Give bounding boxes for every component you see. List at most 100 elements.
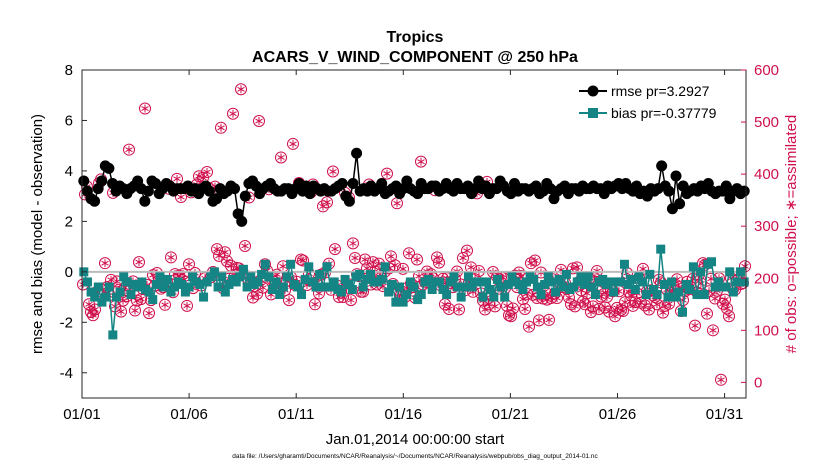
obs-assimilated-marker bbox=[113, 278, 121, 284]
obs-assimilated-marker bbox=[709, 327, 717, 333]
bias-point bbox=[623, 279, 633, 289]
rmse-point bbox=[203, 185, 215, 197]
bias-series bbox=[79, 244, 749, 340]
bias-point bbox=[231, 277, 241, 287]
y-axis-label: rmse and bias (model - observation) bbox=[29, 114, 46, 354]
obs-possible-marker bbox=[139, 102, 151, 115]
obs-possible-marker bbox=[247, 291, 259, 304]
bias-point bbox=[340, 274, 350, 284]
bias-point bbox=[162, 274, 172, 284]
rmse-point bbox=[89, 195, 101, 207]
obs-assimilated-marker bbox=[329, 169, 337, 174]
obs-assimilated-marker bbox=[621, 299, 629, 305]
rmse-series bbox=[78, 147, 750, 227]
y-right-tick-label: 300 bbox=[754, 218, 779, 235]
bias-point bbox=[275, 290, 285, 300]
bias-point bbox=[206, 272, 216, 282]
bias-point bbox=[246, 272, 256, 282]
obs-possible-marker bbox=[159, 298, 171, 311]
bias-point bbox=[93, 282, 103, 292]
obs-possible-marker bbox=[133, 256, 145, 269]
obs-assimilated-marker bbox=[519, 296, 527, 302]
y-right-tick-label: 100 bbox=[754, 322, 779, 339]
y-axis-right-label: # of obs: o=possible; ∗=assimilated bbox=[783, 115, 800, 354]
rmse-point bbox=[674, 198, 686, 210]
obs-assimilated-marker bbox=[717, 377, 725, 383]
obs-assimilated-marker bbox=[347, 297, 355, 303]
bias-point bbox=[438, 285, 448, 295]
obs-possible-marker bbox=[143, 307, 155, 320]
bias-point bbox=[424, 274, 434, 284]
bias-point bbox=[257, 269, 267, 279]
bias-point bbox=[463, 272, 473, 282]
x-tick-label: 01/26 bbox=[599, 406, 637, 423]
bias-point bbox=[678, 307, 688, 317]
bias-point bbox=[90, 292, 100, 302]
obs-assimilated-marker bbox=[507, 313, 515, 319]
bias-point bbox=[329, 277, 339, 287]
rmse-point bbox=[78, 175, 90, 187]
bias-point bbox=[648, 285, 658, 295]
obs-possible-marker bbox=[89, 303, 101, 316]
rmse-point bbox=[376, 178, 388, 190]
bias-point bbox=[362, 274, 372, 284]
bias-point bbox=[536, 290, 546, 300]
bias-point bbox=[445, 277, 455, 287]
bias-point bbox=[554, 274, 564, 284]
bias-point bbox=[315, 269, 325, 279]
obs-assimilated-marker bbox=[545, 317, 553, 323]
bias-point bbox=[460, 282, 470, 292]
obs-assimilated-marker bbox=[273, 272, 281, 278]
obs-possible-marker bbox=[523, 320, 535, 333]
bias-point bbox=[184, 282, 194, 292]
bias-point bbox=[199, 292, 209, 302]
obs-possible-marker bbox=[529, 254, 541, 267]
obs-assimilated-marker bbox=[199, 175, 207, 181]
obs-assimilated-marker bbox=[285, 297, 293, 303]
bias-point bbox=[572, 277, 582, 287]
bias-point bbox=[736, 267, 746, 277]
bias-point bbox=[427, 285, 437, 295]
obs-possible-marker bbox=[165, 251, 177, 264]
bias-point bbox=[238, 264, 248, 274]
bias-point bbox=[322, 262, 332, 272]
obs-possible-marker bbox=[617, 305, 629, 318]
x-tick-label: 01/11 bbox=[278, 406, 314, 423]
obs-assimilated-marker bbox=[175, 273, 183, 279]
obs-possible-marker bbox=[577, 295, 589, 308]
obs-assimilated-marker bbox=[531, 258, 539, 263]
obs-assimilated-marker bbox=[277, 155, 285, 160]
obs-assimilated-marker bbox=[441, 301, 449, 307]
bias-point bbox=[195, 279, 205, 289]
bias-point bbox=[326, 282, 336, 292]
obs-assimilated-marker bbox=[117, 309, 125, 315]
bias-point bbox=[453, 282, 463, 292]
plot-area bbox=[82, 70, 746, 398]
rmse-point bbox=[229, 183, 241, 195]
rmse-point bbox=[670, 170, 682, 182]
obs-assimilated-marker bbox=[445, 306, 453, 312]
obs-possible-marker bbox=[129, 304, 141, 317]
bias-point bbox=[663, 292, 673, 302]
obs-possible-marker bbox=[349, 251, 361, 264]
bias-point bbox=[253, 277, 263, 287]
obs-assimilated-marker bbox=[619, 308, 627, 314]
obs-possible-marker bbox=[239, 239, 251, 252]
obs-possible-marker bbox=[123, 143, 135, 156]
obs-possible-marker bbox=[525, 257, 537, 270]
bias-point bbox=[242, 282, 252, 292]
obs-possible-marker bbox=[721, 302, 733, 315]
obs-possible-marker bbox=[585, 306, 597, 319]
obs-assimilated-marker bbox=[583, 290, 591, 296]
bias-point bbox=[514, 279, 524, 289]
y-right-tick-label: 600 bbox=[754, 62, 779, 79]
obs-assimilated-marker bbox=[241, 243, 249, 249]
obs-assimilated-marker bbox=[631, 299, 639, 305]
obs-assimilated-marker bbox=[177, 194, 185, 200]
x-axis-label: Jan.01,2014 00:00:00 start bbox=[326, 431, 505, 448]
bias-point bbox=[159, 282, 169, 292]
bias-point bbox=[482, 277, 492, 287]
obs-possible-marker bbox=[347, 237, 359, 250]
obs-assimilated-marker bbox=[279, 263, 287, 269]
y-right-tick-label: 400 bbox=[754, 166, 779, 183]
